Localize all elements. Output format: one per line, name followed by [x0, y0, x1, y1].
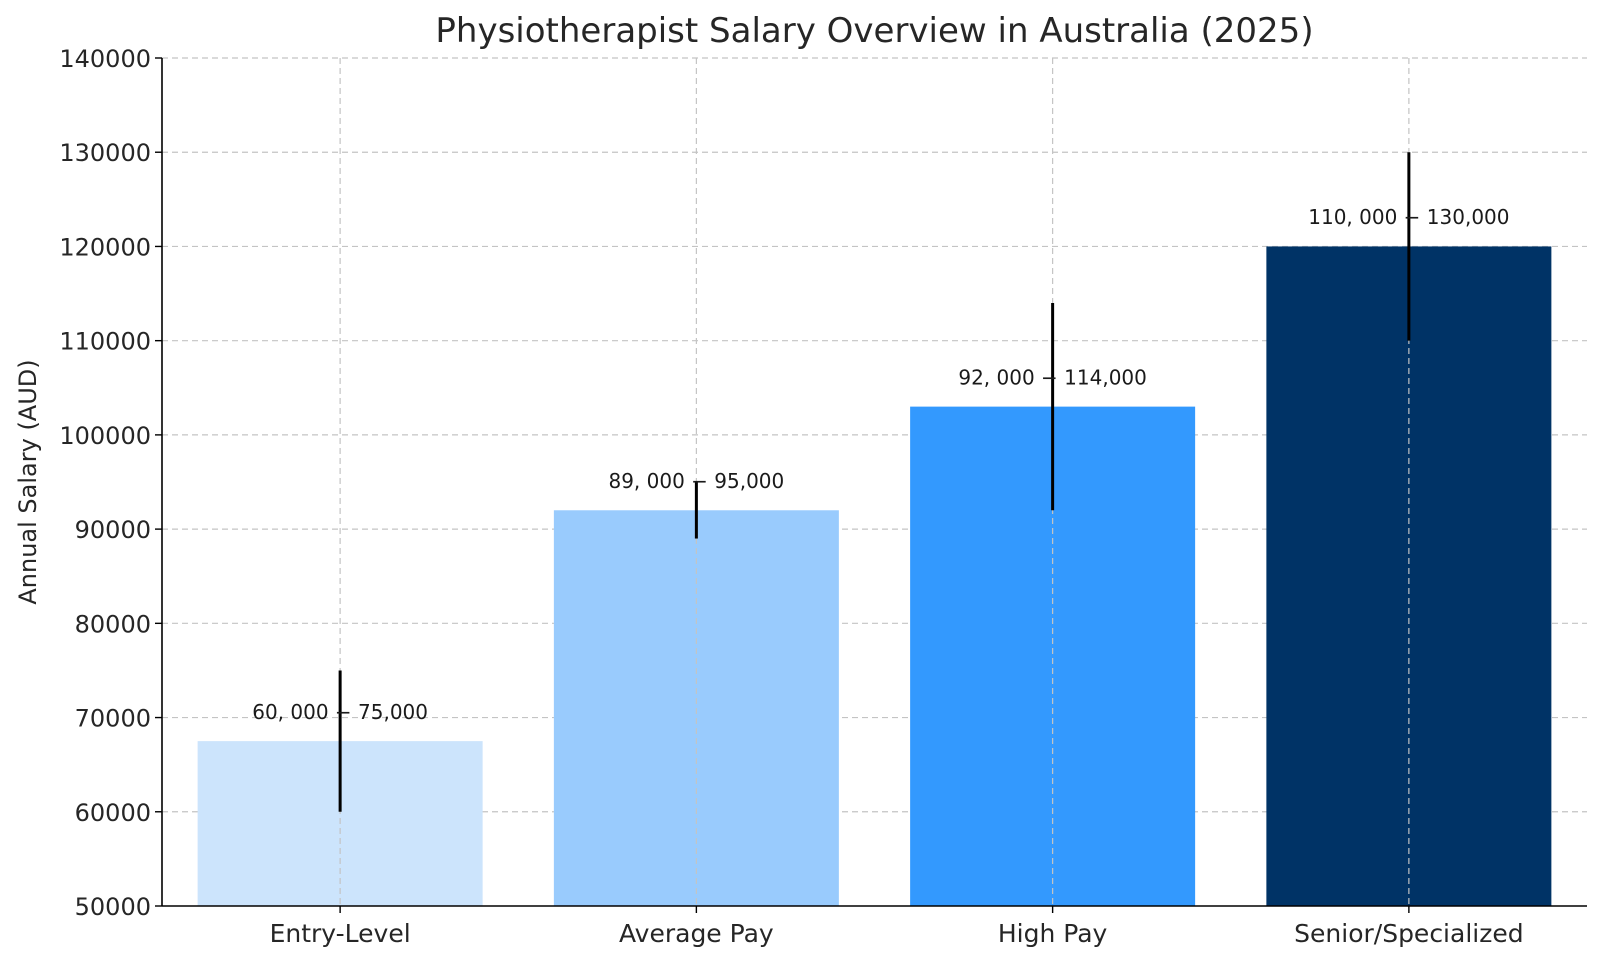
y-axis-label: Annual Salary (AUD) [14, 359, 42, 604]
chart-title: Physiotherapist Salary Overview in Austr… [435, 11, 1313, 51]
x-tick-labels: Entry-Level Average Pay High Pay Senior/Spe… [270, 906, 1524, 948]
y-tick-label: 130000 [59, 139, 151, 167]
axes [161, 58, 1587, 907]
data-labels: 60, 000 − 75,000 89, 000 − 95,000 92, 000 … [252, 205, 1509, 724]
data-label: 89, 000 − 95,000 [608, 469, 784, 493]
x-tick-label: Average Pay [619, 919, 774, 948]
y-tick-labels: 50000 60000 70000 80000 90000 100000 110000 120… [59, 45, 162, 921]
vertical-grid-lines [339, 58, 1410, 906]
x-tick-label: Senior/Specialized [1294, 919, 1523, 948]
y-tick-label: 80000 [75, 610, 151, 638]
data-label: 110, 000 − 130,000 [1308, 205, 1509, 229]
y-tick-label: 90000 [75, 516, 151, 544]
y-tick-label: 50000 [75, 893, 151, 921]
bars [197, 246, 1552, 906]
y-tick-label: 100000 [59, 422, 151, 450]
y-tick-label: 110000 [59, 328, 151, 356]
data-label: 60, 000 − 75,000 [252, 700, 428, 724]
data-label: 92, 000 − 114,000 [958, 365, 1147, 389]
y-tick-label: 140000 [59, 45, 151, 73]
bar [1266, 246, 1552, 906]
y-tick-label: 70000 [75, 705, 151, 733]
error-bars [338, 152, 1411, 812]
grid-lines [162, 57, 1587, 813]
y-tick-label: 60000 [75, 799, 151, 827]
x-tick-label: High Pay [998, 919, 1108, 948]
x-tick-label: Entry-Level [270, 919, 411, 948]
y-tick-label: 120000 [59, 233, 151, 261]
